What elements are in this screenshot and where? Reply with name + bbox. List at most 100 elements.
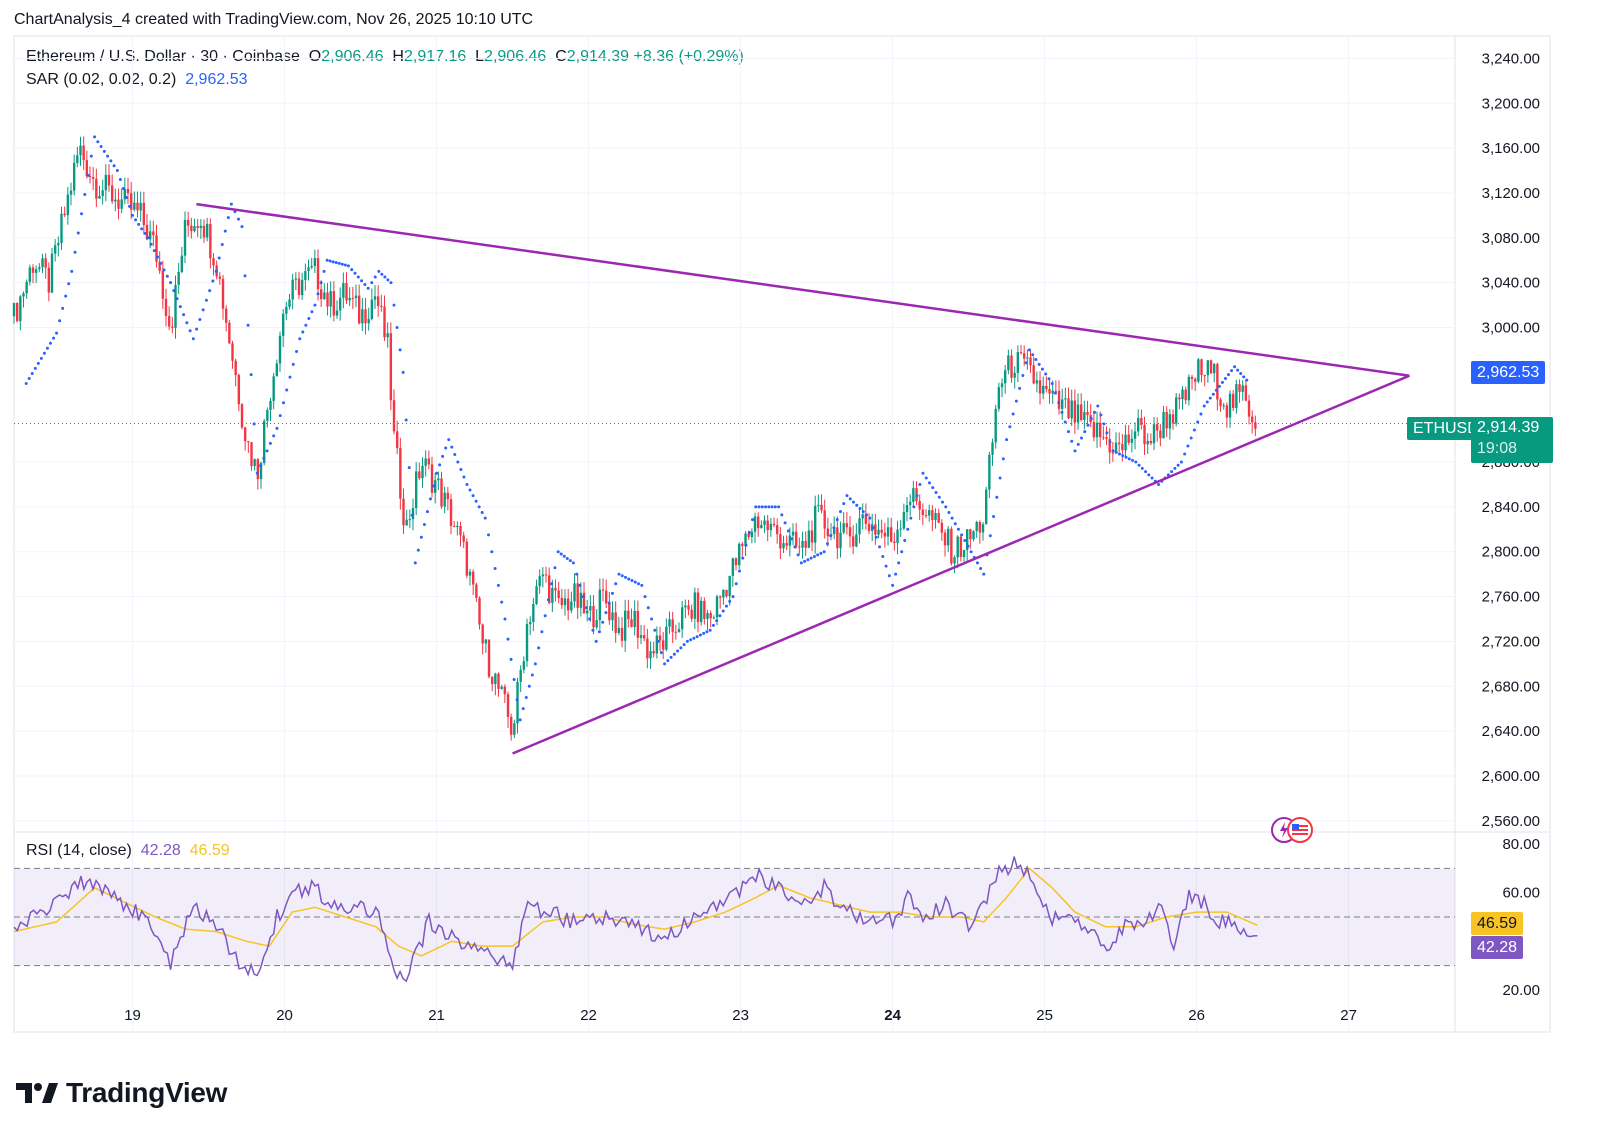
sar-dot [966,544,970,548]
sar-dot [149,242,153,246]
candle-body [991,442,994,455]
candle-body [228,322,231,344]
candle-body [1222,405,1225,407]
sar-dot [1223,377,1227,381]
candle-body [703,600,706,620]
sar-dot [350,268,354,272]
candle-body [72,162,76,191]
sar-dot [1137,463,1141,467]
candle-body [519,669,522,682]
sar-dot [767,505,771,509]
candle-body [623,610,627,641]
candle-body [1010,355,1013,378]
candle-body [91,176,95,179]
tradingview-logo[interactable]: TradingView [16,1077,227,1109]
sar-dot [265,449,269,453]
sar-dot [835,518,839,522]
candle-body [357,295,361,324]
sar-dot [24,382,28,386]
candle-body [104,174,108,191]
candle-body [737,543,741,566]
candle-body [1003,370,1007,384]
candle-body [693,592,697,619]
sar-dot [1040,367,1044,371]
candle-body [291,279,294,300]
candle-body [1254,422,1257,429]
sar-dot [909,516,913,520]
rsi-line [13,856,1258,983]
ticker-tag[interactable]: ETHUSD [1407,417,1485,440]
candle-body [801,540,804,548]
sar-dot [1114,450,1118,454]
sar-dot [156,255,160,259]
sar-dot [721,609,725,613]
candle-body [1181,389,1184,400]
sar-dot [83,193,87,197]
sar-legend[interactable]: SAR (0.02, 0.02, 0.2) 2,962.53 [26,71,247,89]
sar-dot [124,195,128,199]
candle-body [53,245,57,254]
candle-body [259,463,263,480]
candle-body [538,576,541,587]
sar-dot [900,550,904,554]
candle-body [769,523,773,531]
candle-body [1225,405,1229,418]
candle-body [110,185,114,202]
sar-dot [191,337,195,341]
sar-dot [927,481,931,485]
candle-body [513,723,516,735]
sar-dot [822,550,826,554]
sar-dot [1134,460,1138,464]
candle-body [190,225,193,232]
candle-body [57,242,60,246]
sar-dot [754,505,758,509]
sar-dot [1211,392,1215,396]
sar-dot [941,500,945,504]
candle-body [766,520,769,531]
sar-dot [533,662,537,666]
candle-body [145,224,149,240]
sar-dot [425,510,429,514]
candle-body [1086,411,1089,416]
candle-body [585,610,589,614]
rsi-legend[interactable]: RSI (14, close) 42.28 46.59 [26,842,230,860]
candle-body [380,305,383,307]
sar-dot [760,505,764,509]
candle-body [114,199,117,202]
symbol-name[interactable]: Ethereum / U.S. Dollar · 30 · Coinbase [26,48,300,65]
sar-dot [1214,388,1218,392]
sar-dot [1205,400,1209,404]
sar-dot [581,595,585,599]
economic-events-icon[interactable] [1270,816,1316,851]
candle-body [826,528,830,537]
sar-dot [682,643,686,647]
candle-body [1174,397,1178,424]
candle-body [912,488,915,502]
sar-dot [1063,420,1067,424]
candle-body [107,174,111,186]
sar-dot [975,561,979,565]
sar-dot [134,218,138,222]
candle-body [98,196,101,199]
sar-dot [617,572,621,576]
candle-body [446,492,450,500]
sar-dots [24,135,1249,722]
sar-dot [249,373,253,377]
sar-dot [313,303,317,307]
candle-body [836,527,839,549]
candle-body [247,441,250,443]
sar-dot [653,628,657,632]
sar-dot [383,275,387,279]
candle-body [858,518,861,535]
candle-body [174,284,177,328]
candle-body [1045,385,1048,390]
candle-body [807,530,811,548]
candle-body [750,531,754,538]
sar-dot [521,707,525,711]
candle-body [563,598,567,606]
candle-body [652,651,655,654]
sar-dot [389,281,393,285]
triangle-pattern[interactable] [196,202,1410,755]
sar-dot [152,249,156,253]
